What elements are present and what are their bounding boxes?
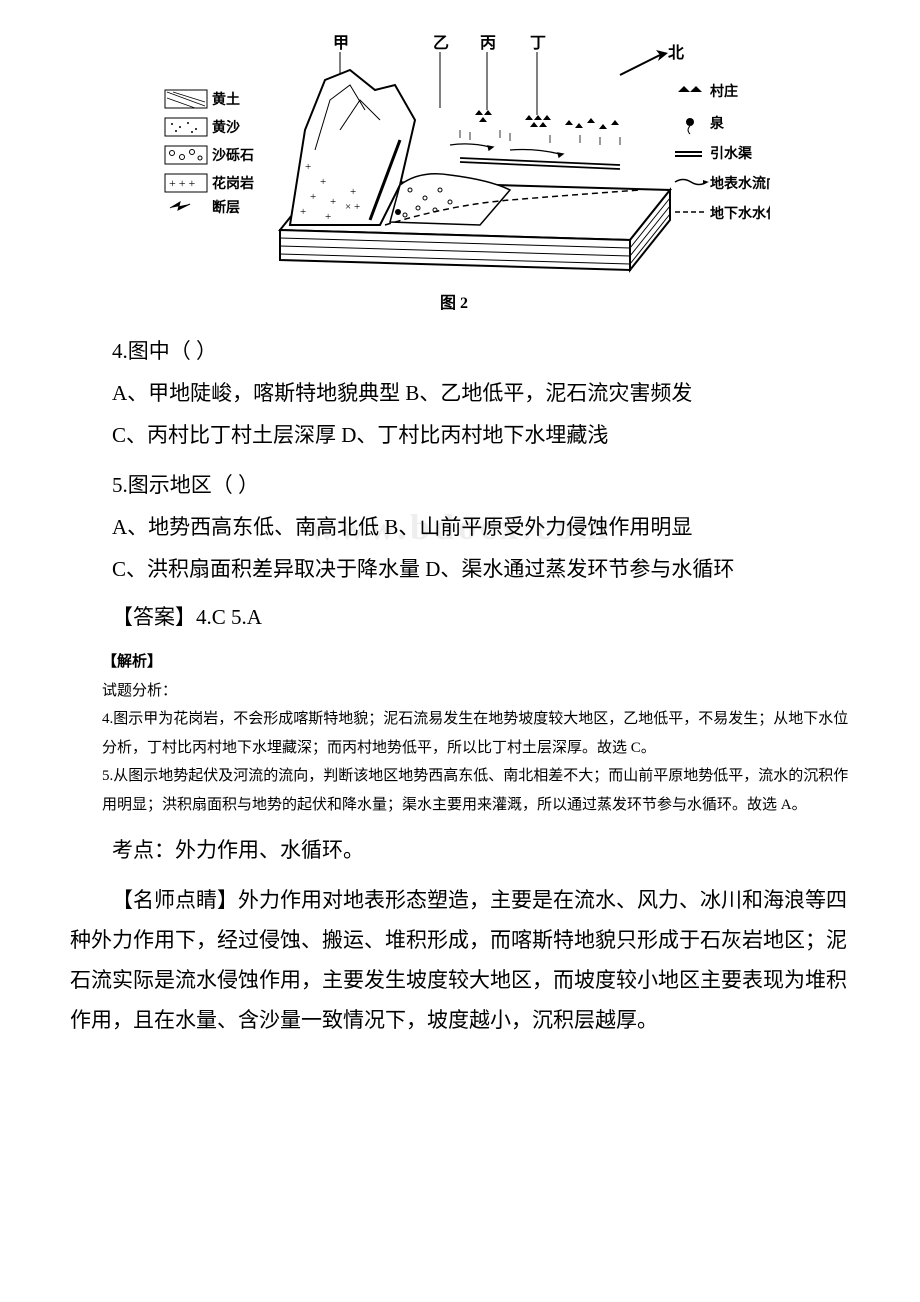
- diagram-caption: 图 2: [440, 294, 468, 312]
- svg-text:丙: 丙: [480, 34, 496, 52]
- legend-right: 村庄 泉 引水渠 地表水流向 地下水水位: [675, 83, 770, 222]
- spring-marker: [395, 209, 401, 215]
- q5-optA: A、地势西高东低、南高北低: [112, 515, 379, 539]
- q5-optB: B、山前平原受外力侵蚀作用明显: [384, 515, 692, 539]
- svg-text:地下水水位: 地下水水位: [710, 205, 770, 222]
- svg-text:乙: 乙: [433, 35, 449, 52]
- analysis-heading: 【解析】: [102, 648, 850, 677]
- geology-diagram: 黄土 黄沙 沙砾石 + + + 花岗岩 断层 村庄 泉 引水渠: [150, 30, 770, 320]
- q5-options-ab: A、地势西高东低、南高北低 B、山前平原受外力侵蚀作用明显: [70, 506, 850, 548]
- svg-text:黄土: 黄土: [212, 91, 240, 108]
- question-4: 4.图中（ ） A、甲地陡峻，喀斯特地貌典型 B、乙地低平，泥石流灾害频发 C、…: [70, 330, 850, 456]
- svg-text:泉: 泉: [710, 115, 725, 132]
- legend-left: 黄土 黄沙 沙砾石 + + + 花岗岩 断层: [165, 90, 254, 216]
- svg-text:黄沙: 黄沙: [212, 119, 240, 136]
- plain-surface: [460, 110, 620, 145]
- svg-text:北: 北: [668, 44, 684, 62]
- svg-text:丁: 丁: [530, 35, 546, 52]
- svg-text:沙砾石: 沙砾石: [212, 147, 254, 164]
- q4-optC: C、丙村比丁村土层深厚: [112, 423, 336, 447]
- q4-optA: A、甲地陡峻，喀斯特地貌典型: [112, 381, 400, 405]
- svg-text:+: +: [305, 161, 311, 173]
- svg-text:引水渠: 引水渠: [710, 145, 753, 162]
- q5-optD: D、渠水通过蒸发环节参与水循环: [425, 557, 734, 581]
- svg-text:花岗岩: 花岗岩: [212, 175, 254, 192]
- svg-text:断层: 断层: [212, 199, 240, 216]
- svg-text:+: +: [300, 206, 306, 218]
- svg-text:村庄: 村庄: [710, 83, 738, 100]
- svg-text:+: +: [350, 186, 356, 198]
- analysis-sub: 试题分析：: [102, 677, 850, 706]
- svg-text:× +: × +: [345, 201, 360, 213]
- svg-text:+: +: [325, 211, 331, 223]
- q5-stem: 5.图示地区（ ）: [70, 464, 850, 506]
- q4-options-cd: C、丙村比丁村土层深厚 D、丁村比丙村地下水埋藏浅: [70, 414, 850, 456]
- question-5: 5.图示地区（ ） A、地势西高东低、南高北低 B、山前平原受外力侵蚀作用明显 …: [70, 464, 850, 590]
- svg-text:+: +: [320, 176, 326, 188]
- analysis-box: 【解析】 试题分析： 4.图示甲为花岗岩，不会形成喀斯特地貌；泥石流易发生在地势…: [70, 648, 850, 819]
- svg-text:+ + +: + + +: [169, 176, 196, 190]
- answer-line: 【答案】4.C 5.A: [70, 596, 850, 638]
- svg-text:甲: 甲: [333, 34, 349, 52]
- surface-flow: [450, 144, 563, 157]
- q5-options-cd: C、洪积扇面积差异取决于降水量 D、渠水通过蒸发环节参与水循环: [70, 548, 850, 590]
- q4-options-ab: A、甲地陡峻，喀斯特地貌典型 B、乙地低平，泥石流灾害频发: [70, 372, 850, 414]
- analysis-p4: 4.图示甲为花岗岩，不会形成喀斯特地貌；泥石流易发生在地势坡度较大地区，乙地低平…: [102, 705, 850, 762]
- dianqing: 【名师点睛】外力作用对地表形态塑造，主要是在流水、风力、冰川和海浪等四种外力作用…: [70, 881, 850, 1041]
- compass-north: 北: [620, 44, 684, 75]
- q4-optB: B、乙地低平，泥石流灾害频发: [405, 381, 692, 405]
- q4-stem: 4.图中（ ）: [70, 330, 850, 372]
- diagram-container: 黄土 黄沙 沙砾石 + + + 花岗岩 断层 村庄 泉 引水渠: [70, 30, 850, 320]
- svg-text:地表水流向: 地表水流向: [710, 175, 770, 192]
- q4-optD: D、丁村比丙村地下水埋藏浅: [341, 423, 608, 447]
- q5-optC: C、洪积扇面积差异取决于降水量: [112, 557, 420, 581]
- canal: [460, 158, 620, 169]
- kaodian: 考点：外力作用、水循环。: [70, 829, 850, 871]
- svg-text:+: +: [310, 191, 316, 203]
- svg-text:+: +: [330, 196, 336, 208]
- analysis-p5: 5.从图示地势起伏及河流的流向，判断该地区地势西高东低、南北相差不大；而山前平原…: [102, 762, 850, 819]
